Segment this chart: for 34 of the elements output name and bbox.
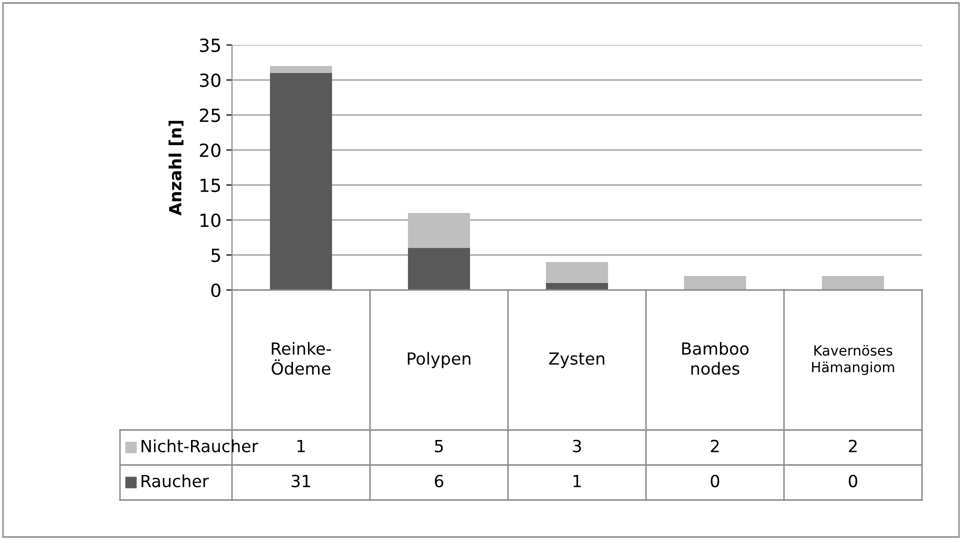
x-tick-label: Polypen: [408, 352, 470, 368]
y-tick-label: 35: [200, 38, 220, 52]
bar: [408, 248, 470, 290]
data-label: 6: [434, 474, 444, 488]
data-label: 2: [710, 440, 719, 452]
legend-label: Nicht-Raucher: [142, 439, 258, 452]
bar: [270, 73, 332, 290]
data-label: 1: [298, 440, 305, 452]
y-tick-label: 5: [211, 248, 220, 262]
legend-label: Raucher: [142, 474, 209, 488]
bar: [408, 213, 470, 248]
data-label: 0: [848, 474, 858, 488]
data-label: 31: [292, 474, 310, 488]
y-tick-label: 20: [200, 143, 220, 158]
data-label: 1: [574, 474, 581, 488]
data-label: 0: [710, 474, 720, 488]
data-label: 3: [572, 440, 581, 452]
y-tick-label: 30: [200, 73, 220, 88]
y-tick-label: 15: [200, 178, 220, 192]
bar: [822, 276, 884, 290]
y-axis-title: Anzahl [n]: [168, 120, 184, 216]
data-label: 5: [434, 440, 443, 452]
bar: [684, 276, 746, 290]
y-tick-label: 25: [200, 108, 220, 122]
x-tick-label: Bamboo nodes: [682, 342, 749, 375]
x-tick-label: Zysten: [549, 352, 604, 368]
y-tick-label: 0: [211, 283, 220, 298]
bar: [546, 283, 608, 290]
bar: [270, 66, 332, 73]
x-tick-label: Kavernöses Hämangiom: [812, 345, 894, 376]
x-tick-label: Reinke-Ödeme: [272, 342, 331, 375]
bar: [546, 262, 608, 283]
y-tick-label: 10: [200, 213, 220, 228]
data-label: 2: [848, 440, 857, 452]
